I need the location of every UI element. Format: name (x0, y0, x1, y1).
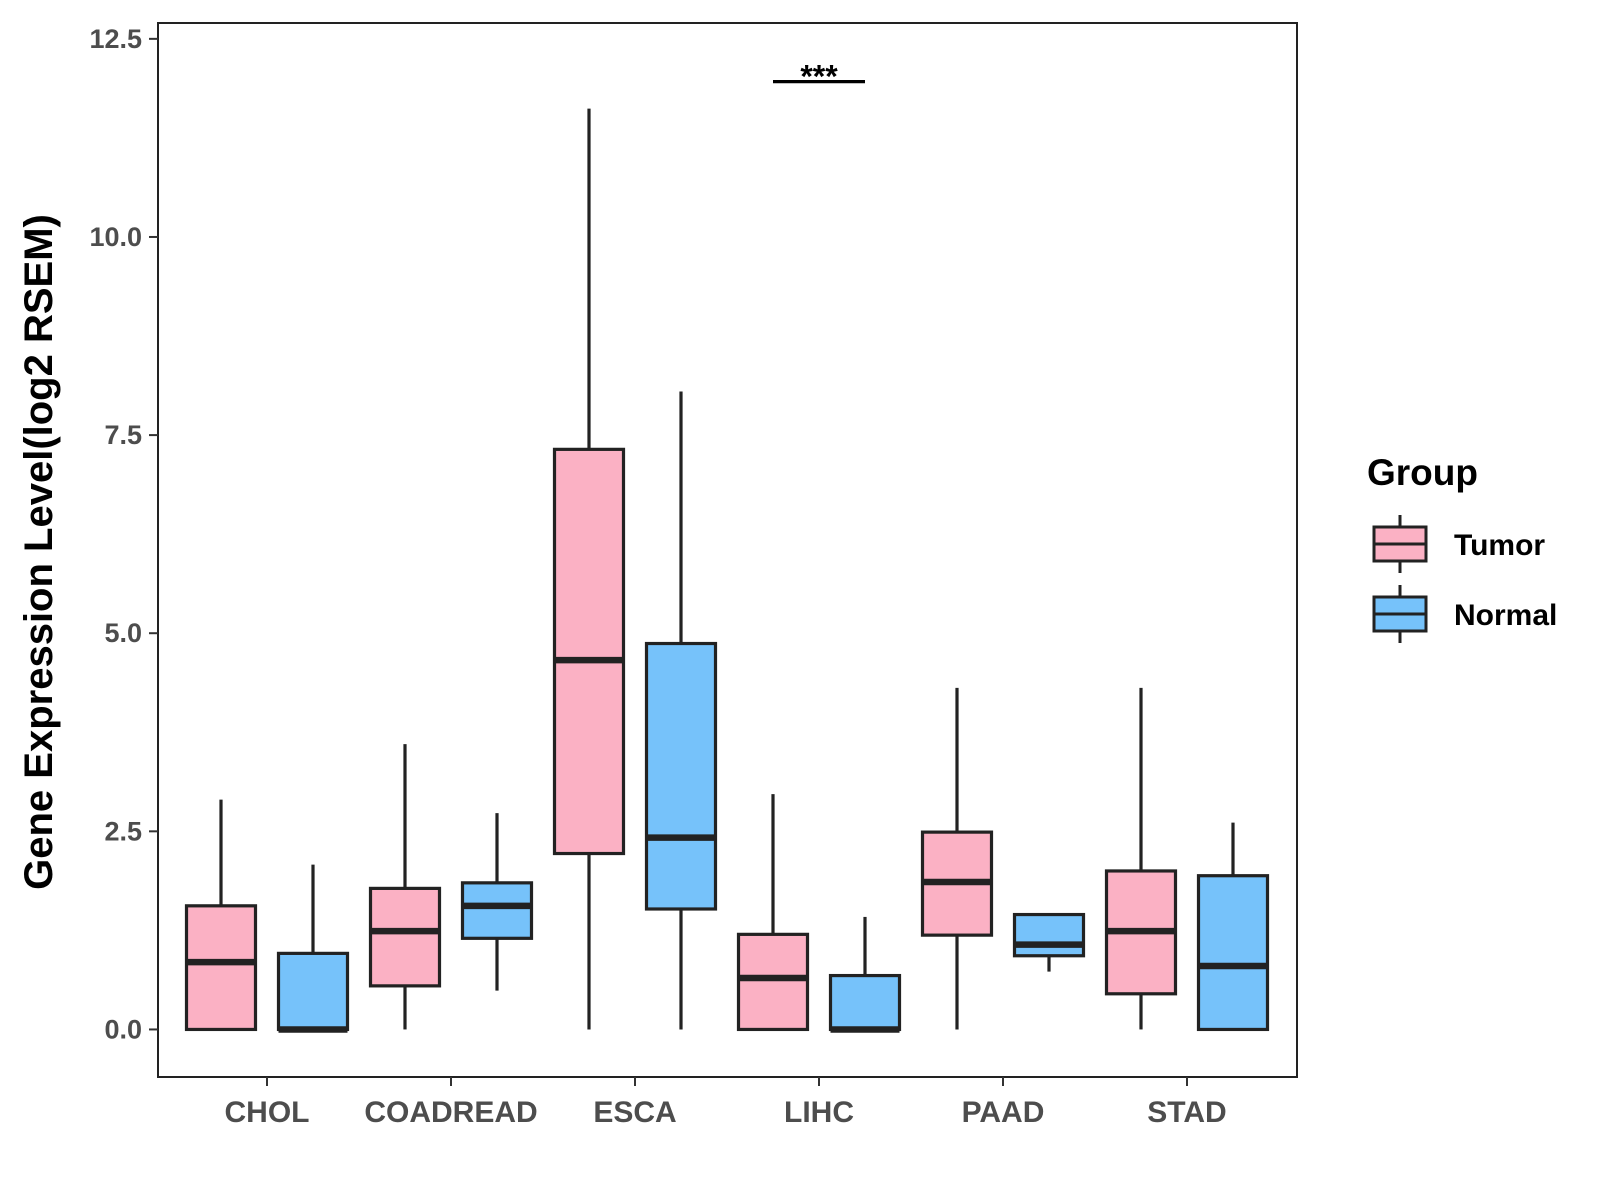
box-body (644, 641, 718, 911)
box-body (736, 932, 810, 1032)
y-tick-label: 2.5 (104, 816, 142, 846)
y-tick-label: 12.5 (89, 24, 142, 54)
panel-border (157, 22, 1298, 1078)
box-layer (184, 108, 1270, 1033)
x-tick-label: LIHC (784, 1096, 854, 1129)
legend-label: Tumor (1454, 529, 1545, 562)
box-body (460, 881, 534, 940)
box-tumor-esca (552, 108, 626, 1030)
box-tumor-stad (1104, 687, 1178, 1030)
axis-layer: 0.0 2.5 5.0 7.5 10.0 12.5 CHOL COADREAD ESCA LIHC… (89, 24, 1226, 1129)
y-tick-label: 0.0 (104, 1014, 142, 1044)
y-tick-label: 10.0 (89, 222, 142, 252)
box-normal-coadread (460, 813, 534, 991)
box-normal-esca (644, 391, 718, 1030)
box-body (552, 447, 626, 856)
box-normal-chol (276, 864, 350, 1033)
box-body (276, 951, 350, 1032)
x-tick-label: PAAD (962, 1096, 1045, 1129)
x-tick-label: ESCA (593, 1096, 676, 1129)
legend: Group Tumor Normal (1367, 452, 1557, 643)
significance-label: *** (800, 59, 838, 95)
legend-item-normal: Normal (1372, 585, 1557, 643)
box-tumor-coadread (368, 744, 442, 1030)
y-axis-title: Gene Expression Level(log2 RSEM) (17, 214, 61, 890)
x-tick-label: COADREAD (364, 1096, 537, 1129)
box-tumor-chol (184, 799, 258, 1032)
box-normal-lihc (828, 916, 902, 1033)
legend-title: Group (1367, 452, 1478, 493)
box-body (368, 886, 442, 988)
box-body (828, 973, 902, 1032)
box-body (184, 904, 258, 1032)
box-normal-stad (1196, 822, 1270, 1032)
box-body (1196, 874, 1270, 1032)
legend-label: Normal (1454, 599, 1557, 632)
x-tick-label: STAD (1147, 1096, 1226, 1129)
plot-panel (157, 22, 1298, 1078)
y-tick-label: 7.5 (104, 420, 142, 450)
box-tumor-lihc (736, 794, 810, 1032)
box-normal-paad (1012, 912, 1086, 972)
box-tumor-paad (920, 687, 994, 1030)
x-tick-label: CHOL (225, 1096, 310, 1129)
legend-item-tumor: Tumor (1372, 515, 1545, 573)
y-tick-label: 5.0 (104, 618, 142, 648)
box-body (1012, 912, 1086, 958)
